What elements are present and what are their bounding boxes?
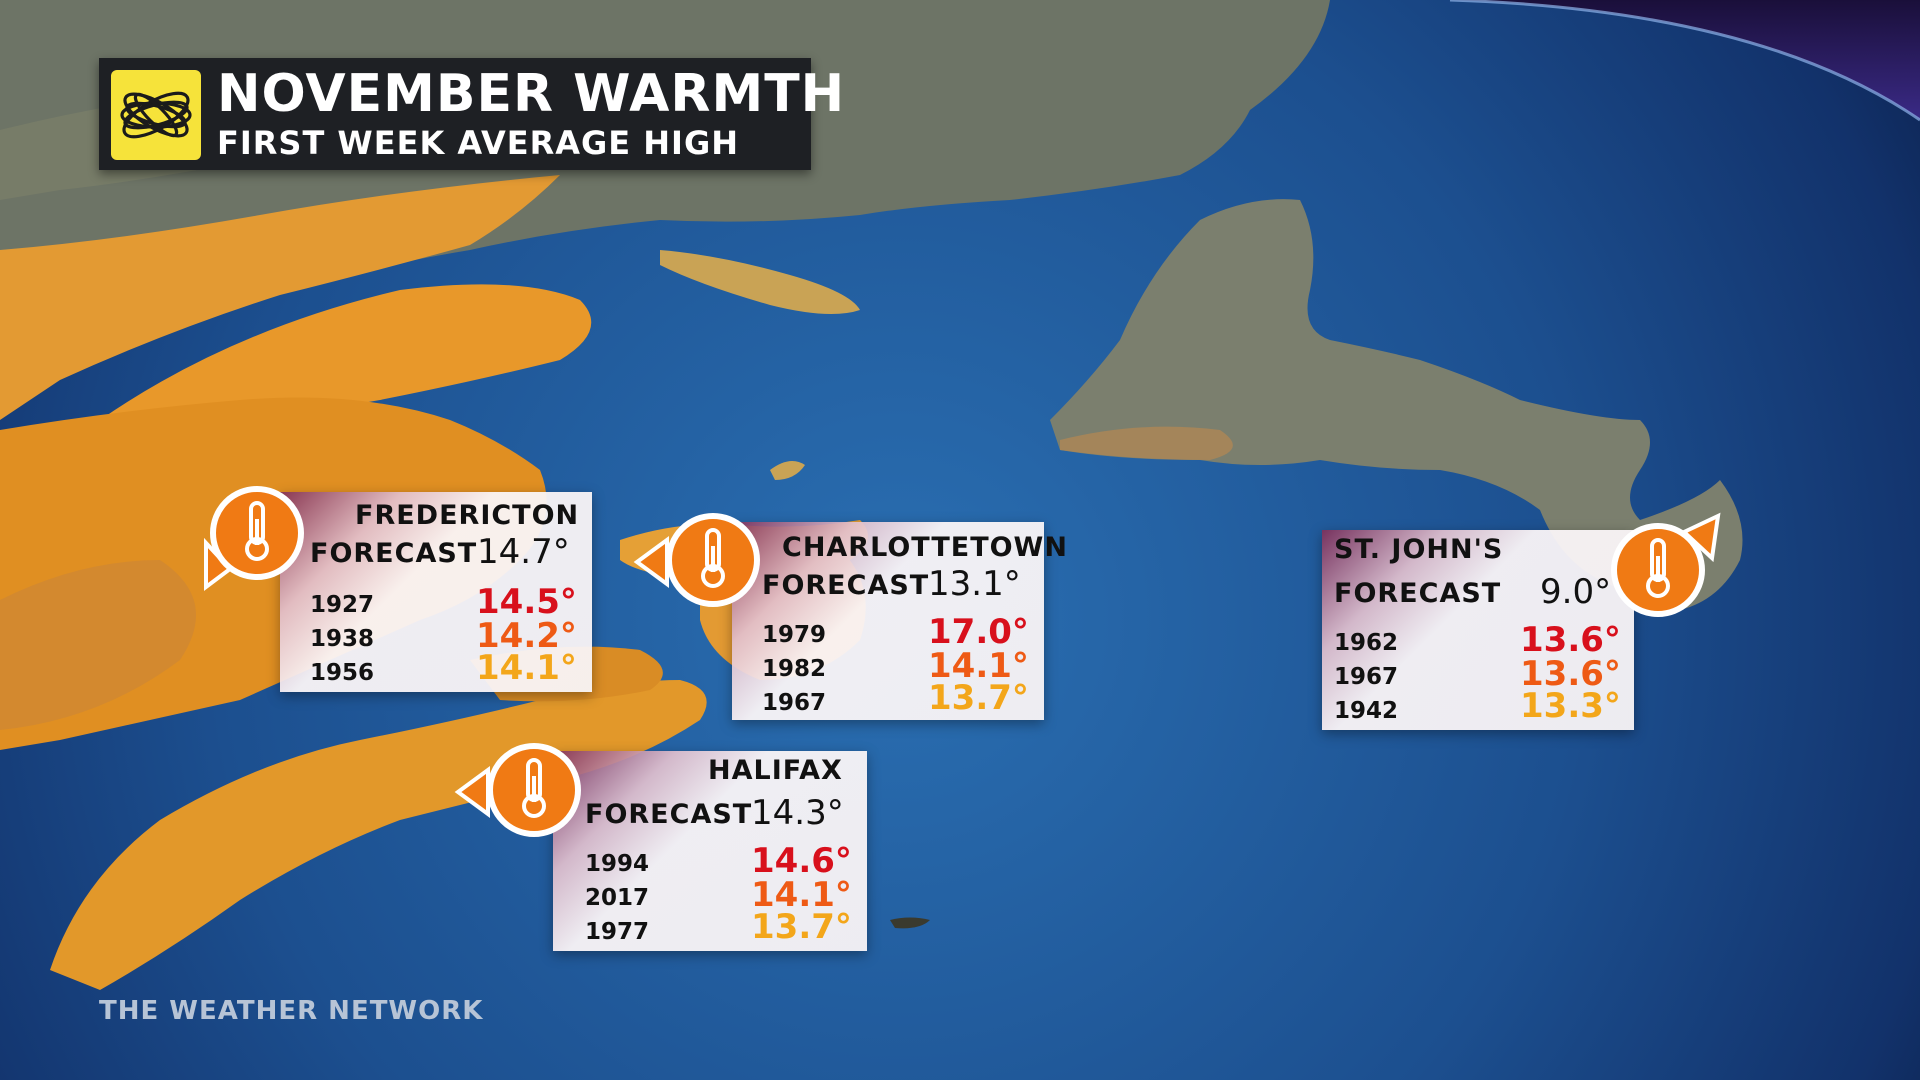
record-year: 1994 (585, 851, 650, 877)
forecast-value: 9.0° (1540, 572, 1612, 612)
city-name: ST. JOHN'S (1334, 534, 1504, 565)
city-panel-fredericton: FREDERICTON FORECAST 14.7° 1927 14.5° 19… (280, 492, 592, 692)
forecast-value: 13.1° (928, 564, 1021, 604)
forecast-value: 14.7° (477, 532, 570, 572)
anticosti-island (660, 250, 860, 314)
record-temp: 13.6° (1520, 620, 1621, 660)
city-name: CHARLOTTETOWN (782, 532, 1068, 563)
record-year: 1979 (762, 622, 827, 648)
title-subtitle: FIRST WEEK AVERAGE HIGH (217, 124, 739, 162)
city-panel-halifax: HALIFAX FORECAST 14.3° 1994 14.6° 2017 1… (553, 751, 867, 951)
record-temp: 13.6° (1520, 654, 1621, 694)
brand-footer: THE WEATHER NETWORK (99, 996, 484, 1026)
city-name: HALIFAX (708, 755, 843, 786)
quebec-south-landmass (0, 175, 560, 420)
weather-network-logo-icon (111, 70, 201, 160)
record-temp: 14.1° (928, 646, 1029, 686)
forecast-label: FORECAST (585, 799, 753, 830)
record-temp: 14.6° (751, 841, 852, 881)
city-panel-st-johns: ST. JOHN'S FORECAST 9.0° 1962 13.6° 1967… (1322, 530, 1634, 730)
record-year: 1956 (310, 660, 375, 686)
record-temp: 17.0° (928, 612, 1029, 652)
record-year: 1942 (1334, 698, 1399, 724)
forecast-label: FORECAST (310, 538, 478, 569)
record-temp: 14.5° (476, 582, 577, 622)
record-year: 2017 (585, 885, 650, 911)
forecast-value: 14.3° (751, 793, 844, 833)
record-temp: 14.1° (751, 875, 852, 915)
record-year: 1927 (310, 592, 375, 618)
forecast-label: FORECAST (1334, 578, 1502, 609)
record-year: 1967 (762, 690, 827, 716)
thermometer-icon (1611, 512, 1721, 617)
title-main: NOVEMBER WARMTH (217, 64, 846, 124)
record-temp: 13.3° (1520, 686, 1621, 726)
record-temp: 13.7° (928, 678, 1029, 718)
record-year: 1977 (585, 919, 650, 945)
city-panel-charlottetown: CHARLOTTETOWN FORECAST 13.1° 1979 17.0° … (732, 522, 1067, 720)
newfoundland (1050, 199, 1743, 610)
record-year: 1967 (1334, 664, 1399, 690)
record-year: 1938 (310, 626, 375, 652)
title-block: NOVEMBER WARMTH FIRST WEEK AVERAGE HIGH (99, 58, 844, 170)
forecast-label: FORECAST (762, 570, 930, 601)
thermometer-icon (454, 743, 581, 837)
record-temp: 14.2° (476, 616, 577, 656)
thermometer-icon (633, 513, 760, 607)
record-temp: 14.1° (476, 648, 577, 688)
record-temp: 13.7° (751, 907, 852, 947)
record-year: 1962 (1334, 630, 1399, 656)
thermometer-icon (204, 486, 304, 591)
city-name: FREDERICTON (355, 500, 580, 531)
record-year: 1982 (762, 656, 827, 682)
